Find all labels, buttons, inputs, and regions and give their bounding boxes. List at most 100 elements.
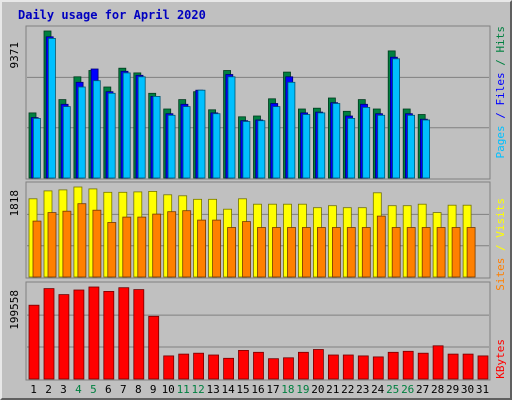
max-label-bottom: 199558 [8,290,21,330]
bars-top [27,30,489,179]
bar-pages-day-2 [48,38,56,179]
bar-pages-day-10 [167,114,176,179]
bar-pages-day-19 [302,114,311,179]
bar-sites-day-8 [137,216,147,278]
bar-sites-day-29 [451,227,461,278]
x-tick-label: 1 [30,383,37,396]
bar-pages-day-5 [92,80,101,179]
x-tick-label: 8 [135,383,142,396]
ylabel-top: Pages / Files / Hits [494,26,507,159]
bar-kbytes-day-9 [148,315,160,380]
bar-sites-day-27 [421,227,431,278]
bar-sites-day-30 [466,227,476,278]
x-tick-label: 6 [105,383,112,396]
bar-kbytes-day-1 [28,304,40,380]
bar-pages-day-1 [32,118,41,179]
bar-pages-day-15 [242,121,251,179]
bar-kbytes-day-31 [477,355,489,380]
bars-middle [27,186,489,278]
bar-sites-day-28 [436,227,446,278]
bar-pages-day-18 [287,81,296,179]
bars-bottom [27,286,489,380]
x-tick-label: 14 [221,383,235,396]
x-tick-label: 20 [311,383,324,396]
bar-pages-day-3 [62,106,71,179]
bar-sites-day-4 [77,203,87,278]
ylabel-hits: Hits [494,26,507,53]
bar-pages-day-13 [212,113,221,179]
bar-kbytes-day-22 [342,354,354,380]
x-tick-label: 22 [341,383,354,396]
bar-sites-day-24 [376,215,386,278]
bar-kbytes-day-3 [58,294,70,380]
max-label-middle: 1818 [8,190,21,217]
bar-sites-day-18 [287,227,296,278]
x-tick-label: 25 [386,383,399,396]
bar-sites-day-5 [92,209,102,278]
x-tick-label: 15 [236,383,249,396]
bar-pages-day-23 [362,107,371,179]
bar-sites-day-17 [272,227,281,278]
bar-sites-day-14 [227,227,237,278]
bar-sites-day-16 [257,227,266,278]
ylabel-visits: Visits [494,198,507,238]
bar-sites-day-9 [152,213,162,278]
bar-pages-day-4 [77,86,86,179]
bar-kbytes-day-28 [432,345,444,380]
chart-title: Daily usage for April 2020 [18,8,206,22]
bar-kbytes-day-10 [163,355,175,380]
bar-sites-day-26 [406,227,416,278]
usage-chart: Daily usage for April 2020 9371 Pages / … [8,8,507,396]
bar-sites-day-19 [301,227,311,278]
bar-kbytes-day-5 [88,286,100,380]
x-tick-label: 12 [191,383,204,396]
bar-kbytes-day-11 [178,353,190,380]
bar-kbytes-day-7 [118,287,130,380]
bar-kbytes-day-23 [357,355,369,380]
bar-kbytes-day-12 [193,352,205,380]
bar-kbytes-day-27 [417,352,429,380]
max-label-top: 9371 [8,42,21,69]
bar-sites-day-25 [391,227,401,278]
x-tick-label: 16 [251,383,264,396]
x-tick-label: 23 [356,383,369,396]
bar-kbytes-day-16 [253,351,264,380]
bar-pages-day-26 [407,114,416,179]
bar-pages-day-11 [182,106,191,179]
bar-sites-day-6 [107,222,117,278]
x-tick-label: 7 [120,383,127,396]
bar-kbytes-day-4 [73,289,85,380]
bar-pages-day-7 [122,72,131,179]
x-tick-label: 10 [162,383,175,396]
bar-kbytes-day-25 [387,351,399,380]
x-tick-label: 27 [416,383,429,396]
panel-kbytes: 199558 KBytes [8,281,507,381]
bar-sites-day-11 [182,210,192,278]
bar-kbytes-day-21 [327,354,339,380]
bar-pages-day-9 [152,96,161,179]
x-tick-label: 13 [206,383,219,396]
bar-pages-day-25 [392,58,401,179]
bar-kbytes-day-6 [103,290,115,380]
bar-sites-day-12 [197,219,207,278]
ylabel-files: Files [494,72,507,105]
bar-sites-day-20 [316,227,326,278]
bar-kbytes-day-2 [43,288,55,380]
bar-pages-day-20 [317,112,326,179]
bar-kbytes-day-18 [283,357,294,380]
bar-sites-day-22 [346,227,356,278]
bar-pages-day-21 [332,103,341,179]
ylabel-bottom: KBytes [494,339,507,379]
bar-kbytes-day-17 [268,358,279,380]
bar-sites-day-15 [242,221,251,278]
ylabel-sites: Sites [494,258,507,291]
bar-kbytes-day-13 [208,354,220,380]
ylabel-pages: Pages [494,125,507,158]
bar-kbytes-day-20 [312,349,324,380]
x-axis-labels: 1 2 3 4 5 6 7 8 9 10 11 12 13 14 15 16 17 18 19 20 21 22 23 24 2… [30,383,489,396]
bar-pages-day-6 [107,92,116,179]
bar-sites-day-7 [122,216,132,278]
panel-hits-files-pages: 9371 Pages / Files / Hits [8,25,507,180]
bar-pages-day-8 [137,76,146,179]
